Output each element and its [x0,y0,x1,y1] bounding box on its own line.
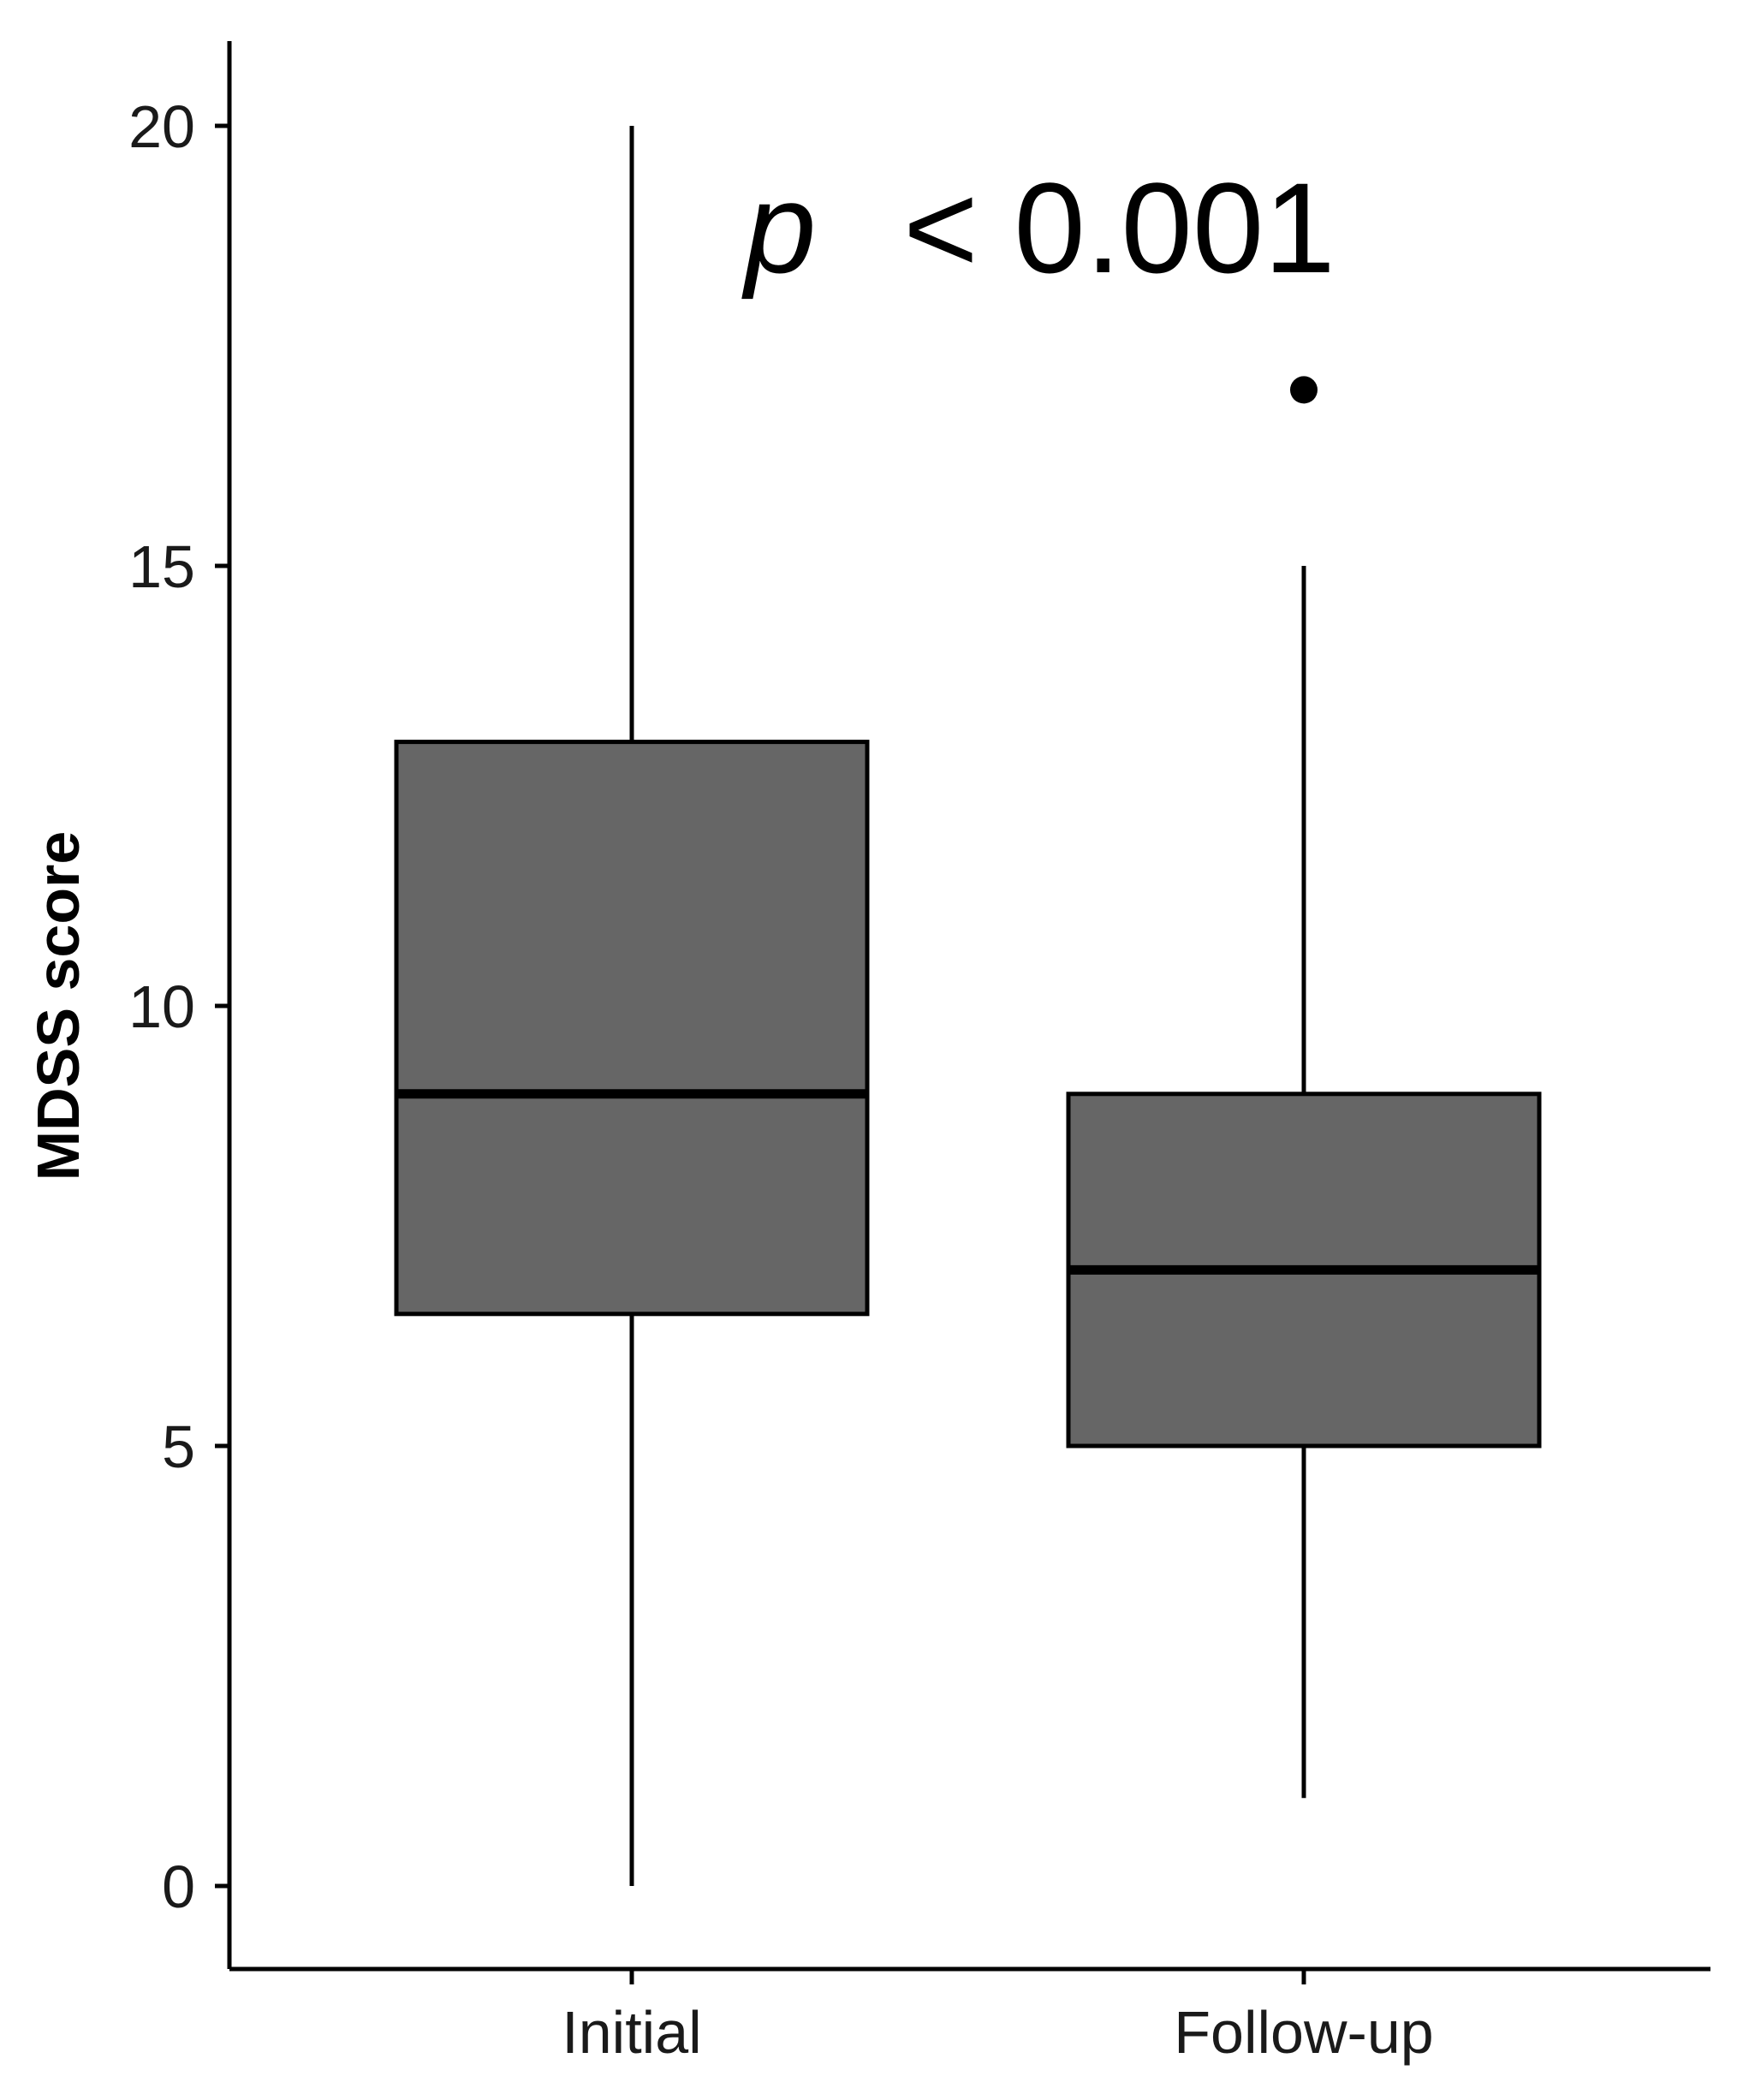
y-tick-label: 15 [128,533,195,600]
p-value-text: < 0.001 [903,156,1335,300]
iqr-box [394,740,870,1317]
p-value-annotation: p < 0.001 [741,156,1335,300]
y-tick-label: 5 [162,1413,195,1480]
boxes [394,126,1542,1886]
y-tick-label: 10 [128,973,195,1040]
y-tick-label: 20 [128,93,195,160]
y-axis: 0 5 10 15 20 [128,41,232,1969]
x-tick-label: Follow-up [1174,1999,1433,2066]
p-value-symbol: p [741,156,816,300]
outlier-point [1290,376,1318,404]
y-axis-title: MDSS score [25,831,92,1181]
x-axis: Initial Follow-up [229,1966,1710,2066]
x-tick-label: Initial [562,1999,701,2066]
y-tick-label: 0 [162,1853,195,1920]
